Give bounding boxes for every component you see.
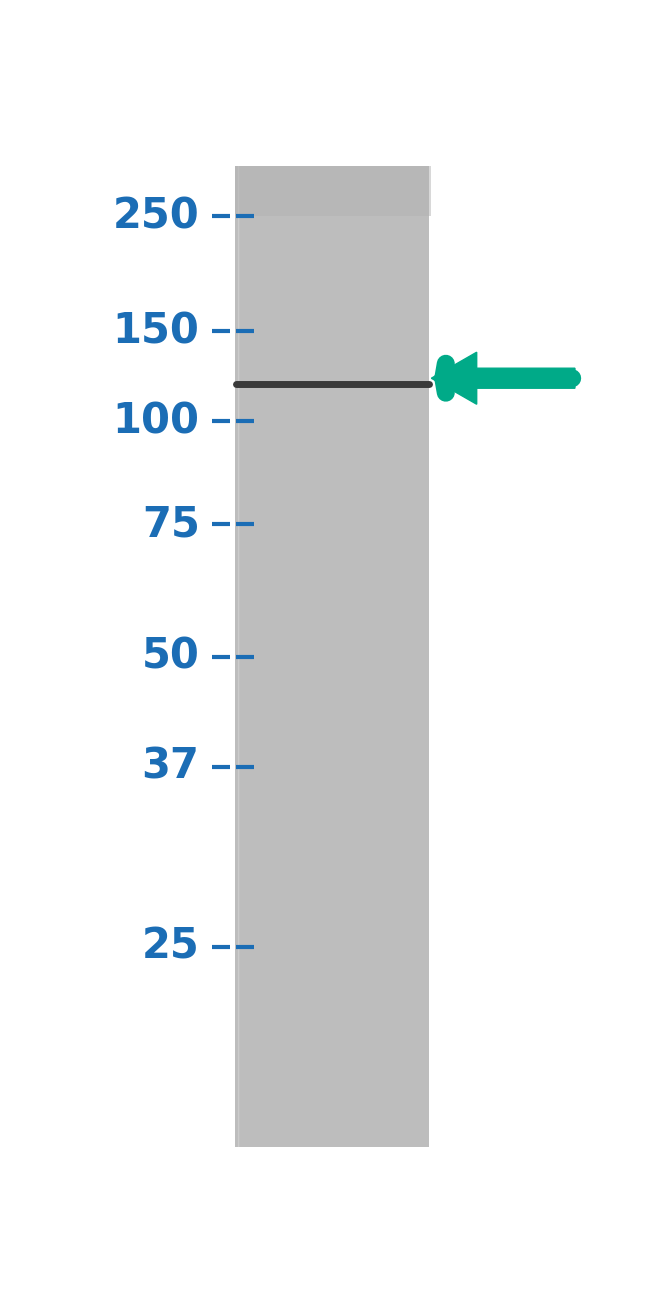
Bar bbox=[239, 166, 367, 1147]
Bar bbox=[239, 166, 378, 1147]
Bar bbox=[238, 166, 255, 1147]
Bar bbox=[239, 166, 345, 1147]
Text: 50: 50 bbox=[142, 636, 200, 677]
Bar bbox=[235, 166, 432, 216]
Text: 100: 100 bbox=[112, 400, 200, 442]
Bar bbox=[237, 166, 252, 1147]
Text: 250: 250 bbox=[113, 195, 200, 237]
Bar bbox=[238, 166, 259, 1147]
Bar bbox=[239, 166, 404, 1147]
Bar bbox=[240, 166, 429, 1147]
Bar bbox=[239, 166, 370, 1147]
Bar bbox=[239, 166, 306, 1147]
Bar bbox=[237, 166, 250, 1147]
Bar bbox=[239, 166, 321, 1147]
Text: 37: 37 bbox=[142, 746, 200, 788]
Bar bbox=[239, 166, 323, 1147]
Bar bbox=[239, 166, 333, 1147]
Bar bbox=[238, 166, 274, 1147]
Bar bbox=[239, 166, 353, 1147]
Bar bbox=[239, 166, 360, 1147]
Bar bbox=[240, 166, 426, 1147]
Bar bbox=[238, 166, 277, 1147]
Bar bbox=[240, 166, 419, 1147]
Bar bbox=[239, 166, 343, 1147]
Bar bbox=[239, 166, 338, 1147]
Bar bbox=[239, 166, 395, 1147]
Bar bbox=[239, 166, 400, 1147]
Bar bbox=[239, 166, 375, 1147]
Bar bbox=[239, 166, 389, 1147]
Bar bbox=[238, 166, 301, 1147]
FancyArrow shape bbox=[432, 352, 575, 404]
Bar bbox=[238, 166, 287, 1147]
Bar bbox=[238, 166, 262, 1147]
Bar bbox=[239, 166, 326, 1147]
Bar bbox=[238, 166, 265, 1147]
Bar bbox=[238, 166, 304, 1147]
Bar bbox=[240, 166, 411, 1147]
Bar bbox=[239, 166, 385, 1147]
Bar bbox=[238, 166, 291, 1147]
Text: 75: 75 bbox=[142, 503, 200, 546]
Bar bbox=[238, 166, 279, 1147]
Bar bbox=[239, 166, 356, 1147]
Bar bbox=[239, 166, 318, 1147]
Bar bbox=[239, 166, 365, 1147]
Bar bbox=[238, 166, 294, 1147]
Bar bbox=[239, 166, 382, 1147]
Bar bbox=[237, 166, 244, 1147]
Bar bbox=[238, 166, 296, 1147]
Bar bbox=[239, 166, 328, 1147]
Bar bbox=[237, 166, 242, 1147]
Bar bbox=[235, 166, 237, 1147]
Bar bbox=[240, 166, 414, 1147]
Bar bbox=[239, 166, 363, 1147]
Bar bbox=[239, 166, 402, 1147]
Bar bbox=[237, 166, 247, 1147]
Bar bbox=[239, 166, 316, 1147]
Bar bbox=[237, 166, 240, 1147]
Bar bbox=[238, 166, 284, 1147]
Bar bbox=[239, 166, 387, 1147]
Bar bbox=[239, 166, 331, 1147]
Bar bbox=[238, 166, 299, 1147]
Bar bbox=[239, 166, 397, 1147]
Bar bbox=[239, 166, 313, 1147]
Bar bbox=[239, 166, 341, 1147]
Bar bbox=[240, 166, 410, 1147]
Bar bbox=[239, 166, 407, 1147]
Bar bbox=[239, 166, 350, 1147]
Bar bbox=[239, 166, 311, 1147]
Bar bbox=[240, 166, 424, 1147]
Bar bbox=[238, 166, 266, 1147]
Bar bbox=[240, 166, 422, 1147]
Bar bbox=[239, 166, 372, 1147]
Bar bbox=[240, 166, 417, 1147]
Bar bbox=[239, 166, 380, 1147]
Bar bbox=[239, 166, 335, 1147]
Bar bbox=[239, 166, 309, 1147]
Bar bbox=[238, 166, 272, 1147]
Bar bbox=[239, 166, 392, 1147]
Bar bbox=[238, 166, 257, 1147]
Bar bbox=[239, 166, 348, 1147]
Bar bbox=[238, 166, 289, 1147]
Bar bbox=[238, 166, 281, 1147]
Bar bbox=[239, 166, 358, 1147]
Bar bbox=[238, 166, 269, 1147]
Text: 150: 150 bbox=[112, 311, 200, 352]
Text: 25: 25 bbox=[142, 926, 200, 967]
